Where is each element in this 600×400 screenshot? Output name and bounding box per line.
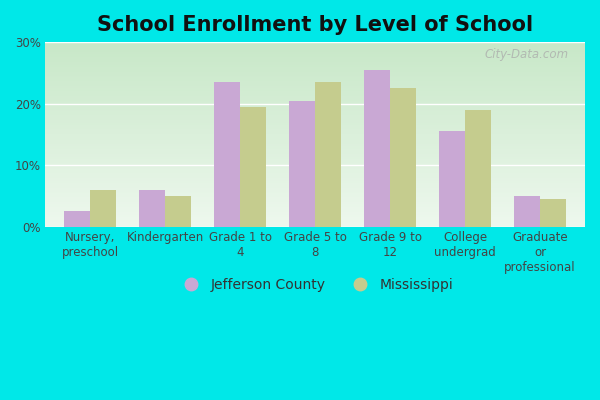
Legend: Jefferson County, Mississippi: Jefferson County, Mississippi (172, 272, 459, 297)
Text: City-Data.com: City-Data.com (485, 48, 569, 61)
Bar (364, 70, 390, 226)
Bar (240, 107, 266, 226)
Bar (139, 190, 165, 226)
Bar (540, 199, 566, 226)
Bar (439, 131, 465, 226)
Bar (165, 196, 191, 226)
Bar (90, 190, 116, 226)
Bar (390, 88, 416, 226)
Bar (64, 211, 90, 226)
Bar (214, 82, 240, 226)
Title: School Enrollment by Level of School: School Enrollment by Level of School (97, 15, 533, 35)
Bar (315, 82, 341, 226)
Bar (514, 196, 540, 226)
Bar (289, 100, 315, 226)
Bar (465, 110, 491, 226)
